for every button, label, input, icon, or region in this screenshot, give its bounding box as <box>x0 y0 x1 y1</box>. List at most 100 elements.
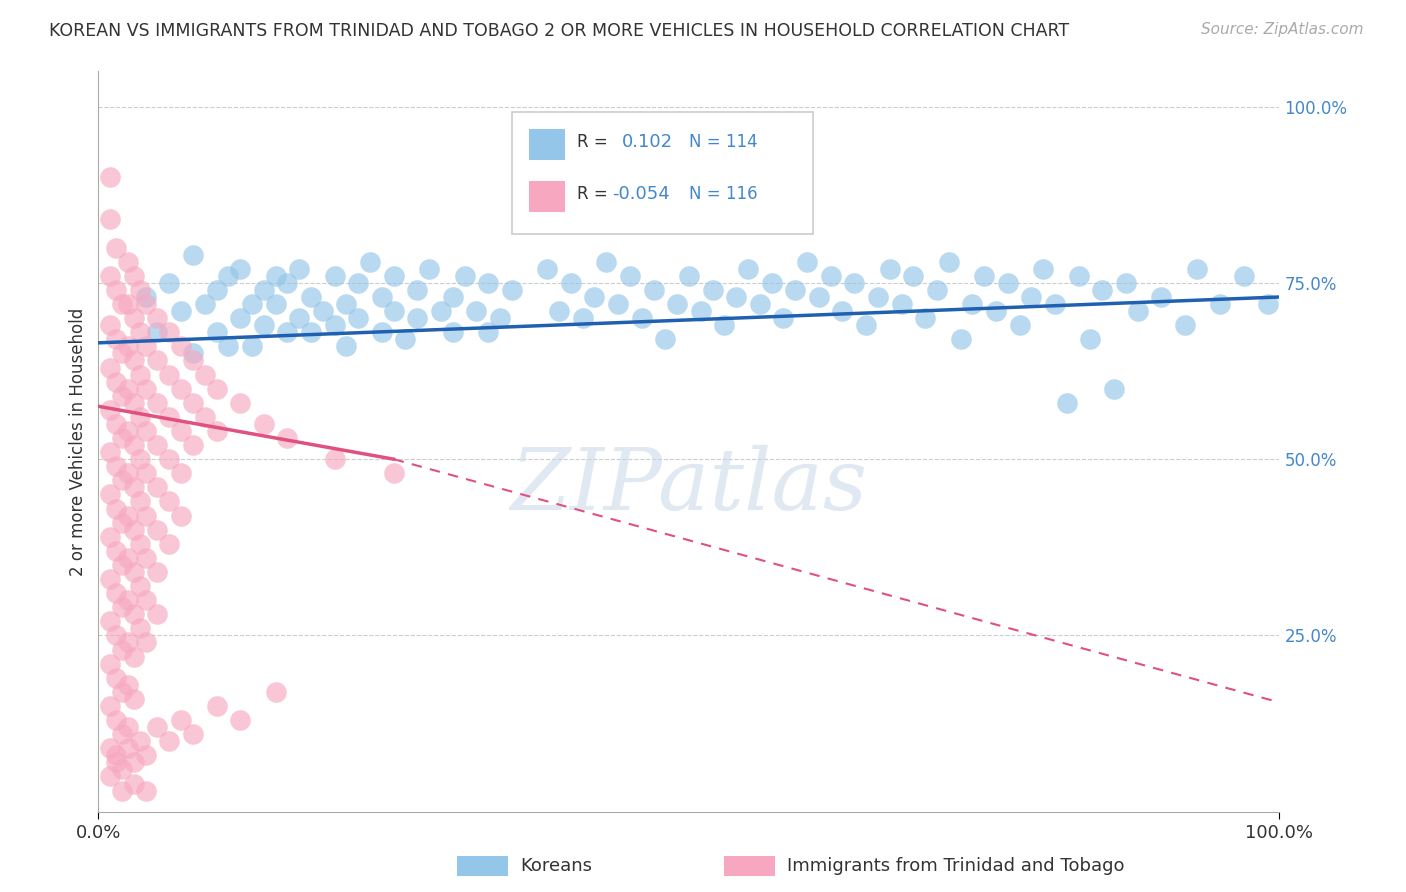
Point <box>122 353 145 368</box>
Point <box>105 501 128 516</box>
Point <box>903 268 925 283</box>
Point <box>914 311 936 326</box>
Point <box>135 550 157 565</box>
Point <box>938 254 960 268</box>
Point <box>135 424 157 438</box>
Point <box>240 339 263 353</box>
Point <box>122 565 145 579</box>
Point <box>117 254 139 268</box>
Point <box>394 332 416 346</box>
Point <box>441 290 464 304</box>
Point <box>253 417 276 431</box>
Point <box>406 283 429 297</box>
Point <box>264 685 287 699</box>
Point <box>678 268 700 283</box>
Point <box>122 438 145 452</box>
Point <box>128 621 150 635</box>
Point <box>122 692 145 706</box>
Point <box>98 530 121 544</box>
Point <box>205 382 228 396</box>
Point <box>98 657 121 671</box>
Point <box>170 713 193 727</box>
Point <box>98 402 121 417</box>
Point <box>347 276 370 290</box>
Point <box>128 283 150 297</box>
Point <box>489 311 512 326</box>
Point <box>128 325 150 339</box>
Point <box>122 268 145 283</box>
Text: Source: ZipAtlas.com: Source: ZipAtlas.com <box>1201 22 1364 37</box>
Point <box>135 339 157 353</box>
Point <box>98 268 121 283</box>
Point <box>607 297 630 311</box>
Point <box>536 261 558 276</box>
Point <box>925 283 948 297</box>
Point <box>194 409 217 424</box>
Y-axis label: 2 or more Vehicles in Household: 2 or more Vehicles in Household <box>69 308 87 575</box>
Point <box>181 353 204 368</box>
Point <box>128 452 150 467</box>
Point <box>135 467 157 481</box>
Point <box>111 558 134 572</box>
Point <box>205 283 228 297</box>
Point <box>117 678 139 692</box>
Point <box>105 544 128 558</box>
Point <box>105 628 128 642</box>
Point <box>240 297 263 311</box>
Point <box>128 579 150 593</box>
Point <box>157 325 180 339</box>
Point <box>441 325 464 339</box>
Point <box>111 473 134 487</box>
Point <box>984 304 1007 318</box>
Point <box>879 261 901 276</box>
Point <box>205 698 228 713</box>
Point <box>157 537 180 551</box>
Point <box>997 276 1019 290</box>
Point <box>135 593 157 607</box>
Point <box>135 508 157 523</box>
Point <box>105 241 128 255</box>
Point <box>1091 283 1114 297</box>
Point <box>128 537 150 551</box>
Point <box>128 368 150 382</box>
Point <box>276 325 298 339</box>
Point <box>105 417 128 431</box>
Point <box>122 607 145 622</box>
Point <box>1021 290 1043 304</box>
Point <box>595 254 617 268</box>
Text: R =: R = <box>576 133 613 151</box>
Point <box>117 297 139 311</box>
Point <box>98 572 121 586</box>
Bar <box>530 181 565 212</box>
Text: Immigrants from Trinidad and Tobago: Immigrants from Trinidad and Tobago <box>787 857 1125 875</box>
Point <box>105 671 128 685</box>
Point <box>105 713 128 727</box>
Point <box>299 290 322 304</box>
Point <box>560 276 582 290</box>
Point <box>276 431 298 445</box>
Point <box>98 741 121 756</box>
Point <box>229 311 252 326</box>
Point <box>117 339 139 353</box>
Point <box>111 431 134 445</box>
Point <box>194 297 217 311</box>
Point <box>796 254 818 268</box>
Point <box>122 523 145 537</box>
Point <box>105 748 128 763</box>
Point <box>406 311 429 326</box>
Point <box>111 685 134 699</box>
Point <box>122 649 145 664</box>
Bar <box>530 129 565 161</box>
Point <box>181 396 204 410</box>
Point <box>146 438 169 452</box>
Point <box>382 467 405 481</box>
Point <box>98 698 121 713</box>
Text: Koreans: Koreans <box>520 857 592 875</box>
Point <box>98 170 121 185</box>
Point <box>619 268 641 283</box>
Point <box>785 283 807 297</box>
Text: N = 114: N = 114 <box>689 133 758 151</box>
FancyBboxPatch shape <box>512 112 813 235</box>
Point <box>713 318 735 333</box>
Point <box>323 318 346 333</box>
